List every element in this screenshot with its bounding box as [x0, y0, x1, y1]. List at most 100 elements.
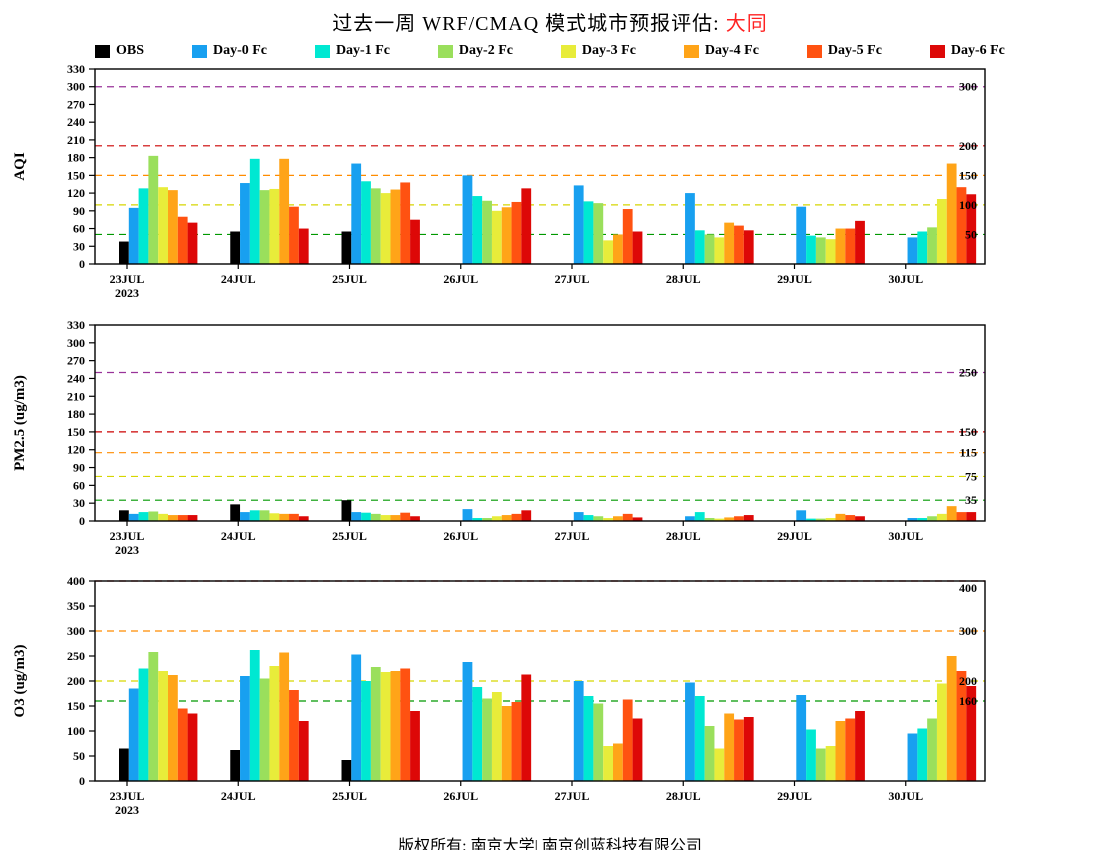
x-tick-label: 25JUL [332, 789, 367, 803]
bar-aqi-day-5-fc [400, 182, 411, 264]
bar-aqi-day-0-fc [462, 175, 473, 264]
bar-aqi-day-6-fc [410, 219, 420, 264]
y-tick-label: 200 [67, 674, 85, 688]
y-tick-label: 50 [73, 749, 85, 763]
bar-o3-day-1-fc [472, 687, 483, 781]
bar-pm25-day-0-fc [462, 509, 473, 521]
legend-swatch-day-3-fc [560, 44, 576, 58]
bar-o3-day-6-fc [521, 674, 532, 781]
bar-aqi-day-5-fc [734, 225, 744, 264]
legend-label: Day-3 Fc [581, 43, 636, 58]
bar-o3-day-6-fc [632, 718, 643, 781]
y-tick-label: 120 [67, 186, 85, 200]
y-axis-title: PM2.5 (ug/m3) [12, 375, 28, 471]
bar-o3-day-0-fc [907, 733, 918, 781]
bar-pm25-day-5-fc [177, 515, 188, 521]
y-tick-label: 150 [67, 168, 85, 182]
bar-o3-day-0-fc [573, 681, 584, 781]
threshold-labels: 160 200 300 400 [959, 581, 977, 708]
y-tick-label: 180 [67, 151, 85, 165]
y-tick-label: 0 [79, 774, 85, 788]
bar-aqi-day-1-fc [806, 235, 816, 264]
bar-pm25-day-3-fc [825, 518, 836, 521]
y-tick-label: 150 [67, 425, 85, 439]
x-tick-label: 25JUL [332, 272, 367, 286]
x-tick-label: 29JUL [777, 272, 812, 286]
bar-o3-day-3-fc [380, 672, 391, 781]
threshold-label-250: 250 [959, 366, 977, 380]
bar-aqi-day-6-fc [632, 231, 643, 264]
bar-aqi-day-0-fc [128, 207, 139, 264]
bar-o3-obs [341, 760, 352, 781]
x-tick-label: 30JUL [888, 529, 923, 543]
bar-aqi-day-6-fc [298, 228, 309, 264]
bar-pm25-day-2-fc [593, 516, 604, 521]
bar-aqi-day-6-fc [187, 222, 198, 264]
bar-o3-day-6-fc [187, 713, 198, 781]
bar-aqi-day-4-fc [279, 158, 290, 264]
x-tick-label: 23JUL [110, 789, 145, 803]
bar-pm25-day-6-fc [632, 517, 643, 521]
bar-aqi-day-1-fc [583, 201, 594, 264]
y-tick-label: 400 [67, 575, 85, 588]
bar-pm25-day-4-fc [835, 513, 846, 521]
bar-o3-day-2-fc [259, 678, 270, 781]
x-tick-label: 23JUL [110, 529, 145, 543]
bar-o3-day-4-fc [168, 675, 178, 781]
bar-pm25-day-2-fc [259, 510, 270, 521]
bar-o3-day-1-fc [138, 668, 149, 781]
legend-label: OBS [116, 43, 145, 58]
bar-pm25-day-1-fc [917, 518, 928, 521]
bar-aqi-day-1-fc [249, 158, 260, 264]
bar-pm25-day-1-fc [806, 518, 816, 521]
x-tick-label: 27JUL [555, 789, 590, 803]
bar-pm25-day-3-fc [158, 513, 168, 521]
x-tick-label: 29JUL [777, 529, 812, 543]
bar-pm25-day-0-fc [685, 516, 695, 521]
bar-pm25-day-5-fc [622, 513, 633, 521]
bar-o3-day-4-fc [390, 671, 401, 781]
bar-pm25-day-5-fc [845, 515, 856, 521]
legend-item-day-3-fc: Day-3 Fc [560, 43, 636, 59]
bar-aqi-day-0-fc [573, 185, 584, 264]
bar-o3-day-4-fc [724, 713, 735, 781]
bar-pm25-day-6-fc [743, 515, 754, 521]
bar-pm25-day-4-fc [724, 517, 735, 521]
bar-aqi-day-5-fc [177, 216, 188, 264]
x-tick-label: 27JUL [555, 529, 590, 543]
bar-aqi-day-2-fc [148, 155, 159, 264]
bar-o3-day-5-fc [400, 668, 411, 781]
threshold-lines [95, 86, 985, 236]
bar-o3-day-2-fc [148, 652, 159, 781]
bar-o3-day-6-fc [966, 686, 977, 781]
bar-pm25-day-0-fc [907, 518, 918, 521]
bar-o3-day-5-fc [845, 718, 856, 781]
bar-aqi-day-0-fc [240, 183, 250, 264]
x-tick-label: 28JUL [666, 529, 701, 543]
threshold-label-200: 200 [959, 139, 977, 153]
legend-item-day-4-fc: Day-4 Fc [683, 43, 759, 59]
bar-o3-day-3-fc [936, 683, 947, 781]
bar-o3-day-0-fc [796, 695, 807, 781]
threshold-label-35: 35 [965, 493, 977, 507]
bar-pm25-day-3-fc [714, 518, 725, 521]
legend-item-day-0-fc: Day-0 Fc [191, 43, 267, 59]
bar-pm25-day-3-fc [491, 516, 502, 521]
bar-pm25-day-0-fc [128, 513, 139, 521]
bar-o3-day-5-fc [956, 671, 967, 781]
bar-pm25-day-1-fc [472, 518, 483, 521]
bar-pm25-day-1-fc [138, 512, 149, 521]
bar-pm25-day-2-fc [704, 518, 715, 521]
threshold-label-300: 300 [959, 80, 977, 94]
y-axis: 0 50 100 150 200 250 300 350 400 [67, 575, 95, 788]
bar-aqi-day-0-fc [351, 163, 362, 264]
bar-pm25-day-0-fc [573, 512, 584, 521]
y-tick-label: 90 [73, 204, 85, 218]
bar-pm25-obs [341, 500, 352, 521]
legend-swatch-day-2-fc [437, 44, 453, 58]
legend-label: Day-6 Fc [950, 43, 1005, 58]
legend-item-day-6-fc: Day-6 Fc [929, 43, 1005, 59]
bar-o3-day-1-fc [583, 696, 594, 781]
threshold-label-400: 400 [959, 581, 977, 595]
